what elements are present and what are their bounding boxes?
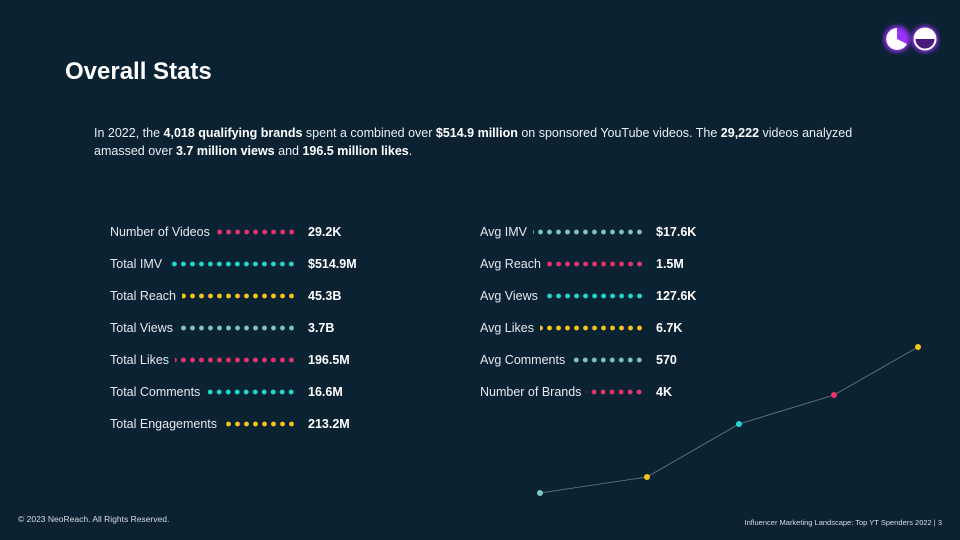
dot-leader (182, 293, 296, 299)
report-footer: Influencer Marketing Landscape: Top YT S… (744, 518, 943, 527)
stat-row: Total Views 3.7B (110, 312, 366, 344)
dot-leader (206, 389, 296, 395)
stat-row: Avg Views 127.6K (480, 280, 716, 312)
stat-value: 1.5M (656, 257, 684, 271)
stat-row: Avg Likes 6.7K (480, 312, 716, 344)
dot-leader (533, 229, 644, 235)
copyright: © 2023 NeoReach. All Rights Reserved. (18, 514, 170, 524)
stat-label: Total Likes (110, 353, 170, 367)
dot-leader (168, 261, 296, 267)
stat-value: 127.6K (656, 289, 697, 303)
stat-row: Avg Reach 1.5M (480, 248, 716, 280)
dot-leader (179, 325, 296, 331)
dot-leader (215, 229, 296, 235)
stat-row: Total Comments 16.6M (110, 376, 366, 408)
stat-label: Total Engagements (110, 417, 218, 431)
stat-label: Number of Brands (480, 385, 582, 399)
line-point (915, 344, 921, 350)
dot-leader (543, 293, 644, 299)
neoreach-logo (882, 22, 940, 61)
line-point (831, 392, 837, 398)
dot-leader (587, 389, 644, 395)
dot-leader (223, 421, 296, 427)
stats-right: Avg IMV $17.6K Avg Reach 1.5M Avg Views 127.6… (480, 216, 716, 408)
stat-label: Avg Views (480, 289, 538, 303)
stat-value: 3.7B (308, 321, 335, 335)
stat-value: 29.2K (308, 225, 342, 239)
stats-left: Number of Videos 29.2K Total IMV $514.9M Tot… (110, 216, 366, 440)
intro-text: In 2022, the 4,018 qualifying brands spe… (94, 126, 853, 158)
dot-leader (571, 357, 644, 363)
stat-label: Total Comments (110, 385, 201, 399)
stat-label: Total Reach (110, 289, 177, 303)
stat-value: 570 (656, 353, 677, 367)
line-point (537, 490, 543, 496)
stat-label: Number of Videos (110, 225, 210, 239)
page-title: Overall Stats (65, 58, 212, 85)
stat-value: $17.6K (656, 225, 697, 239)
stat-row: Number of Videos 29.2K (110, 216, 366, 248)
stat-row: Total Reach 45.3B (110, 280, 366, 312)
stat-value: 45.3B (308, 289, 342, 303)
stat-row: Total Likes 196.5M (110, 344, 366, 376)
stat-value: 4K (656, 385, 672, 399)
stat-value: $514.9M (308, 257, 357, 271)
stat-label: Total Views (110, 321, 173, 335)
dot-leader (546, 261, 644, 267)
stat-label: Avg IMV (480, 225, 528, 239)
stat-label: Total IMV (110, 257, 163, 271)
stat-label: Avg Likes (480, 321, 534, 335)
stat-row: Total Engagements 213.2M (110, 408, 366, 440)
stat-row: Avg Comments 570 (480, 344, 716, 376)
stat-row: Total IMV $514.9M (110, 248, 366, 280)
stat-value: 16.6M (308, 385, 343, 399)
dot-leader (175, 357, 296, 363)
line-point (736, 421, 742, 427)
stat-label: Avg Comments (480, 353, 566, 367)
stat-value: 213.2M (308, 417, 350, 431)
stat-label: Avg Reach (480, 257, 541, 271)
stat-row: Number of Brands 4K (480, 376, 716, 408)
stat-value: 196.5M (308, 353, 350, 367)
stat-value: 6.7K (656, 321, 683, 335)
line-point (644, 474, 650, 480)
dot-leader (539, 325, 644, 331)
stat-row: Avg IMV $17.6K (480, 216, 716, 248)
